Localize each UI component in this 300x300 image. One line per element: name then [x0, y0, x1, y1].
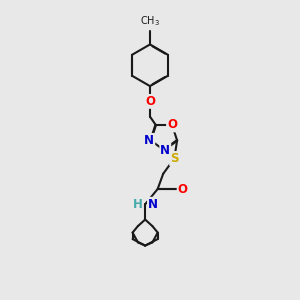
- Text: S: S: [170, 152, 178, 165]
- Text: O: O: [145, 95, 155, 108]
- Text: N: N: [160, 143, 170, 157]
- Text: N: N: [148, 198, 158, 211]
- Text: CH$_3$: CH$_3$: [140, 14, 160, 28]
- Text: N: N: [144, 134, 154, 147]
- Text: H: H: [133, 198, 142, 211]
- Text: O: O: [178, 182, 188, 196]
- Text: O: O: [167, 118, 177, 131]
